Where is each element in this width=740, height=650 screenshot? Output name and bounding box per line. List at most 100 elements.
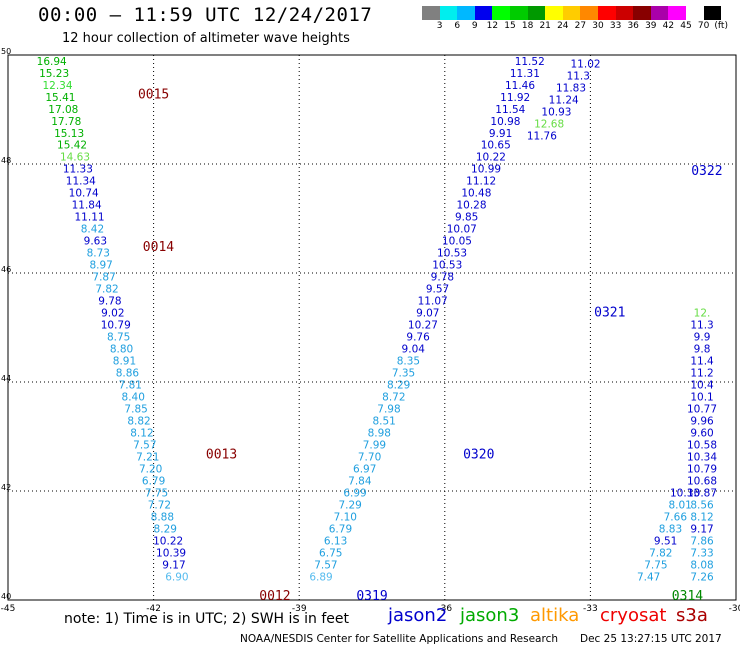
color-scale-label: 70 — [697, 21, 710, 31]
wave-height-value: 8.29 — [154, 523, 177, 535]
legend-item-cryosat: cryosat — [600, 605, 667, 626]
wave-height-value: 11.84 — [72, 200, 102, 212]
wave-height-value: 7.70 — [358, 451, 381, 463]
color-scale-label: 18 — [521, 21, 534, 31]
color-swatch — [422, 6, 440, 20]
wave-height-value: 6.13 — [324, 535, 347, 547]
wave-height-value: 9.85 — [455, 212, 478, 224]
color-scale-labels: 3 6 9 12 15 18 21 24 27 30 33 36 39 42 45 70 (ft) — [422, 20, 728, 32]
wave-height-value: 6.90 — [165, 571, 188, 583]
color-swatch — [650, 6, 669, 20]
wave-height-value: 8.75 — [107, 332, 130, 344]
wave-height-value: 11.92 — [500, 92, 530, 104]
wave-height-value: 9.17 — [690, 523, 713, 535]
pass-label: 0322 — [691, 164, 722, 179]
wave-height-value: 11.46 — [505, 80, 535, 92]
pass-label: 0321 — [594, 306, 625, 321]
wave-height-value: 8.51 — [372, 416, 395, 428]
color-swatch — [509, 6, 528, 20]
wave-height-value: 10.07 — [447, 224, 477, 236]
longitude-tick-label: -33 — [583, 604, 598, 614]
color-scale-label: 6 — [454, 21, 461, 31]
color-scale-bar: 3 6 9 12 15 18 21 24 27 30 33 36 39 42 45 70 (ft) — [422, 6, 728, 32]
color-swatch — [527, 6, 546, 20]
wave-height-value: 15.42 — [57, 140, 87, 152]
wave-height-value: 6.97 — [353, 463, 376, 475]
wave-height-value: 9.76 — [406, 332, 430, 344]
wave-height-value: 12.68 — [534, 118, 564, 130]
wave-height-value: 7.29 — [338, 499, 361, 511]
pass-label: 0314 — [672, 589, 703, 604]
latitude-tick-label: 40 — [1, 592, 11, 601]
wave-height-value: 9.63 — [84, 236, 107, 248]
wave-height-value: 12.34 — [42, 80, 72, 92]
wave-height-value: 6.79 — [142, 475, 165, 487]
wave-height-value: 11.07 — [418, 296, 448, 308]
color-swatch — [668, 6, 686, 20]
wave-height-value: 11.02 — [571, 59, 601, 71]
wave-height-value: 10.48 — [461, 188, 491, 200]
map-title: 00:00 – 11:59 UTC 12/24/2017 — [38, 4, 373, 26]
wave-height-value: 9.51 — [654, 535, 677, 547]
color-scale-swatches — [422, 6, 722, 20]
wave-height-value: 8.86 — [116, 368, 140, 380]
wave-height-value: 7.10 — [334, 511, 357, 523]
wave-height-value: 10.68 — [687, 475, 717, 487]
color-swatch — [545, 6, 563, 20]
wave-height-value: 7.82 — [95, 284, 118, 296]
color-scale-label: 45 — [680, 21, 692, 31]
wave-height-value: 6.79 — [329, 523, 352, 535]
wave-height-value: 11.83 — [556, 83, 586, 95]
color-swatch — [633, 6, 651, 20]
wave-height-value: 8.01 — [668, 499, 691, 511]
wave-height-value: 7.98 — [377, 404, 400, 416]
wave-height-value: 7.72 — [148, 499, 171, 511]
pass-label: 0013 — [206, 447, 237, 462]
color-swatch — [615, 6, 634, 20]
wave-height-value: 9.9 — [694, 332, 711, 344]
wave-height-value: 9.02 — [101, 308, 124, 320]
wave-height-value: 9.57 — [426, 284, 449, 296]
wave-height-value: 6.99 — [343, 487, 366, 499]
color-swatch — [685, 6, 704, 20]
wave-height-value: 8.12 — [690, 511, 713, 523]
wave-height-value: 17.78 — [51, 116, 81, 128]
wave-height-value: 10.4 — [690, 380, 714, 392]
wave-height-value: 9.8 — [694, 344, 711, 356]
wave-height-value: 10.65 — [481, 140, 511, 152]
wave-height-value: 9.60 — [690, 428, 713, 440]
wave-height-value: 11.11 — [75, 212, 105, 224]
wave-height-value: 10.58 — [687, 439, 717, 451]
latitude-tick-label: 48 — [1, 156, 11, 165]
latitude-tick-label: 44 — [1, 374, 11, 383]
wave-height-value: 15.23 — [39, 68, 69, 80]
wave-height-value: 17.08 — [48, 104, 78, 116]
wave-height-value: 8.29 — [387, 380, 410, 392]
wave-height-value: 7.57 — [133, 439, 156, 451]
wave-height-value: 10.99 — [471, 164, 501, 176]
wave-height-value: 9.07 — [416, 308, 439, 320]
color-swatch — [562, 6, 581, 20]
wave-height-value: 9.78 — [431, 272, 454, 284]
color-scale-label: 3 — [436, 21, 443, 31]
wave-height-value: 12. — [694, 308, 711, 320]
color-scale-label: 27 — [574, 21, 587, 31]
wave-height-value: 7.86 — [690, 535, 714, 547]
wave-height-value: 10.53 — [432, 260, 462, 272]
wave-height-value: 14.63 — [60, 152, 90, 164]
wave-height-value: 15.13 — [54, 128, 84, 140]
color-scale-label: 24 — [557, 21, 569, 31]
wave-height-value: 10.34 — [687, 451, 717, 463]
color-scale-label: (ft) — [714, 21, 728, 31]
longitude-tick-label: -36 — [437, 604, 452, 614]
wave-height-value: 7.81 — [119, 380, 142, 392]
latitude-tick-label: 50 — [1, 47, 11, 56]
note-text: note: 1) Time is in UTC; 2) SWH is in fe… — [64, 611, 350, 627]
wave-height-value: 10.22 — [153, 535, 183, 547]
wave-height-value: 9.17 — [162, 559, 185, 571]
wave-height-value: 7.20 — [139, 463, 162, 475]
color-scale-label: 36 — [627, 21, 639, 31]
wave-height-value: 6.75 — [319, 547, 342, 559]
wave-height-value: 7.99 — [363, 439, 386, 451]
wave-height-value: 9.91 — [489, 128, 512, 140]
